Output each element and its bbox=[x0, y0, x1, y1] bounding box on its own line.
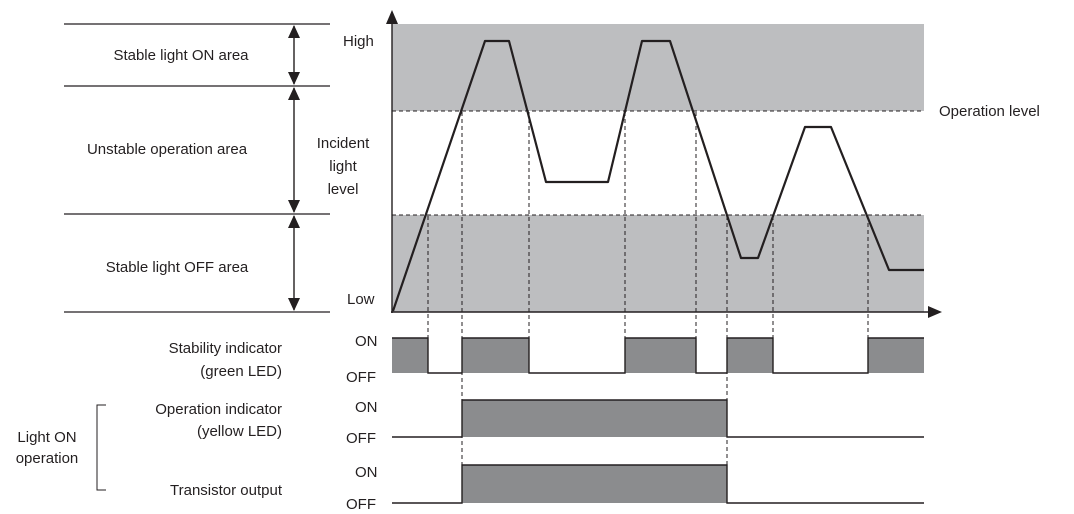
incident-light-waveform bbox=[391, 39, 924, 312]
stability-off-label: OFF bbox=[346, 369, 376, 386]
stable-on-band bbox=[392, 24, 924, 111]
stable-off-area-label: Stable light OFF area bbox=[106, 259, 249, 276]
unstable-area-arrow bbox=[288, 87, 300, 213]
operation-off-label: OFF bbox=[346, 430, 376, 447]
axis-low-label: Low bbox=[347, 291, 375, 308]
unstable-area-label: Unstable operation area bbox=[87, 141, 248, 158]
x-axis-arrowhead bbox=[928, 306, 942, 318]
incident-label-line3: level bbox=[328, 181, 359, 198]
incident-label-line2: light bbox=[329, 158, 357, 175]
stable-on-area-label: Stable light ON area bbox=[113, 47, 249, 64]
transistor-off-label: OFF bbox=[346, 496, 376, 513]
stability-label-line2: (green LED) bbox=[200, 363, 282, 380]
incident-label-line1: Incident bbox=[317, 135, 370, 152]
operation-on-label: ON bbox=[355, 399, 378, 416]
stable-off-band bbox=[392, 215, 924, 312]
transistor-output-signal bbox=[392, 464, 924, 504]
axis-high-label: High bbox=[343, 33, 374, 50]
operation-indicator-signal bbox=[392, 399, 924, 438]
stability-label-line1: Stability indicator bbox=[169, 340, 282, 357]
stable-on-area-arrow bbox=[288, 25, 300, 85]
stable-off-area-arrow bbox=[288, 215, 300, 311]
transistor-label: Transistor output bbox=[170, 482, 283, 499]
stability-indicator-signal bbox=[392, 337, 924, 374]
group-label-line1: Light ON bbox=[17, 429, 76, 446]
operation-level-label: Operation level bbox=[939, 103, 1040, 120]
stability-on-label: ON bbox=[355, 333, 378, 350]
group-label-line2: operation bbox=[16, 450, 79, 467]
light-on-bracket bbox=[96, 404, 106, 491]
operation-label-line2: (yellow LED) bbox=[197, 423, 282, 440]
operation-label-line1: Operation indicator bbox=[155, 401, 282, 418]
transistor-on-label: ON bbox=[355, 464, 378, 481]
y-axis-arrowhead bbox=[386, 10, 398, 24]
